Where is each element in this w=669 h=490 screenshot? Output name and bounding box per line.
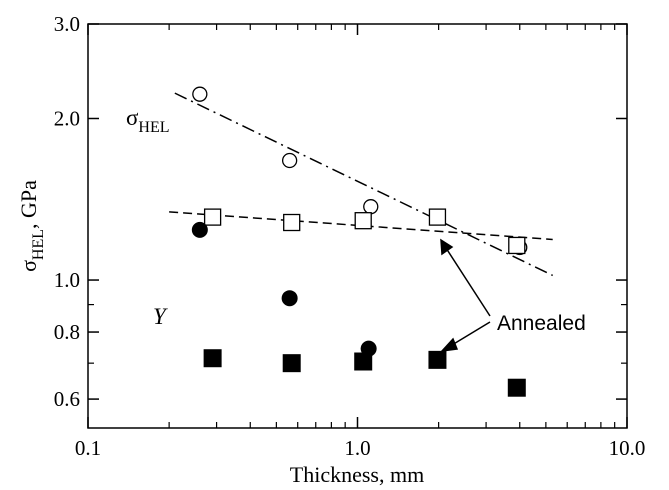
trendlines bbox=[169, 92, 554, 277]
open-square-point bbox=[203, 208, 222, 226]
open-circle-point bbox=[281, 152, 298, 169]
open-square-point bbox=[354, 212, 372, 230]
annealed-arrow-lower bbox=[451, 321, 491, 346]
y-axis-label: σHEL, GPa bbox=[16, 180, 47, 272]
yield-series-label: Y bbox=[153, 304, 168, 329]
sigma-hel-series-label: σHEL bbox=[126, 105, 170, 136]
x-tick-label: 0.1 bbox=[75, 436, 101, 460]
y-tick-label: 0.8 bbox=[54, 320, 80, 344]
filled-square-point bbox=[507, 378, 526, 397]
y-tick-label: 1.0 bbox=[54, 268, 80, 292]
trendline-dashed bbox=[169, 211, 553, 241]
filled-circle-point bbox=[191, 221, 208, 238]
axis-ticks: 0.1 1.0 10.0 0.6 0.8 1.0 2.0 3.0 bbox=[54, 12, 646, 460]
open-square-point bbox=[508, 236, 526, 255]
y-tick-label: 0.6 bbox=[54, 387, 80, 411]
filled-circle-point bbox=[281, 290, 298, 307]
annealed-arrow-upper bbox=[445, 247, 491, 317]
filled-square-point bbox=[282, 354, 301, 373]
annealed-arrowhead-upper bbox=[440, 238, 454, 256]
annealed-arrowhead-lower bbox=[440, 337, 459, 353]
open-square-point bbox=[428, 208, 447, 226]
open-circle-point bbox=[363, 199, 379, 215]
y-tick-label: 2.0 bbox=[54, 106, 80, 130]
x-axis-label: Thickness, mm bbox=[290, 462, 424, 487]
y-tick-label: 3.0 bbox=[54, 12, 80, 36]
data-markers bbox=[191, 86, 528, 397]
trendline-dash-dot bbox=[174, 92, 554, 277]
x-tick-label: 10.0 bbox=[609, 436, 646, 460]
filled-square-point bbox=[428, 350, 447, 369]
open-circle-point bbox=[192, 86, 208, 102]
annealed-annotation: Annealed bbox=[497, 312, 586, 335]
annealed-arrows bbox=[440, 238, 491, 353]
x-tick-label: 1.0 bbox=[344, 436, 370, 460]
filled-square-point bbox=[203, 349, 222, 368]
filled-square-point bbox=[354, 352, 373, 371]
open-square-point bbox=[283, 213, 301, 232]
